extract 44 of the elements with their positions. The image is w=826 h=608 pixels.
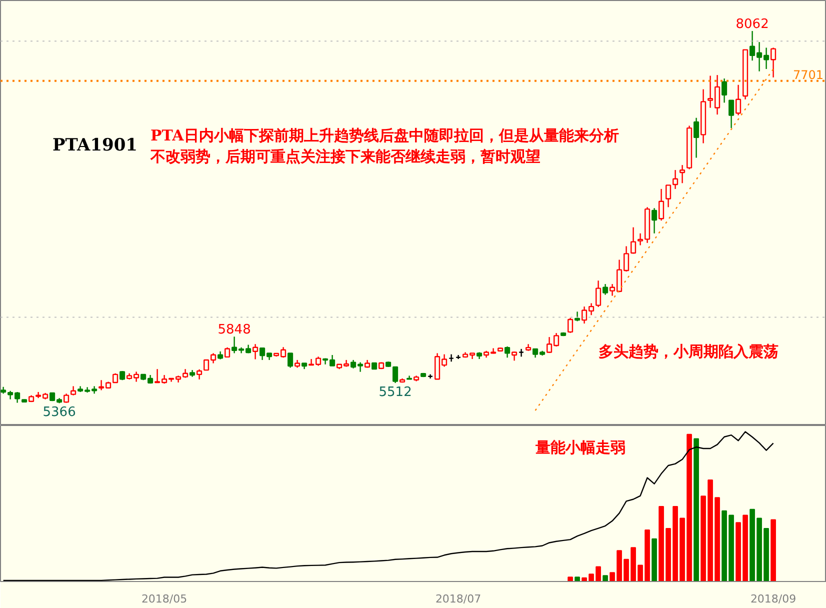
candlestick [504, 346, 510, 358]
candlestick [574, 311, 580, 322]
candlestick [728, 100, 734, 129]
x-tick-label: 2018/09 [750, 592, 796, 606]
x-tick-label: 2018/07 [435, 592, 482, 606]
annotation: 5366 [42, 405, 76, 420]
candlestick [196, 368, 202, 380]
candlestick [672, 169, 678, 190]
candlestick [666, 184, 672, 208]
candlestick [722, 78, 728, 104]
candlestick [224, 346, 230, 358]
candlestick [288, 352, 294, 368]
candlestick [112, 372, 118, 384]
annotation: 8062 [736, 17, 769, 32]
bar [652, 538, 657, 582]
annotation: 5512 [378, 385, 412, 400]
candlestick [658, 188, 664, 222]
ref-line-label: 7701 [792, 68, 824, 82]
annotation: 多头趋势，小周期陷入震荡 [598, 342, 778, 360]
bar [602, 575, 608, 582]
annotation: 量能小幅走弱 [534, 438, 626, 456]
annotation: PTA日内小幅下探前期上升趋势线后盘中随即拉回，但是从量能来分析 [150, 126, 619, 144]
candlestick [602, 283, 608, 296]
annotation: 不改弱势，后期可重点关注接下来能否继续走弱，暂时观望 [150, 148, 540, 166]
candlestick [694, 117, 700, 158]
candlestick [70, 386, 76, 396]
candlestick [568, 317, 574, 334]
annotation: 5848 [218, 322, 251, 338]
candlestick [630, 226, 636, 254]
x-tick-label: 2018/05 [141, 592, 188, 606]
bar [568, 576, 573, 582]
candlestick [512, 350, 518, 362]
candlestick [252, 343, 258, 360]
annotation: PTA1901 [52, 136, 138, 156]
candlestick [680, 164, 686, 184]
candlestick [770, 47, 776, 78]
bar [770, 519, 776, 582]
candlestick [392, 366, 398, 384]
candlestick [652, 208, 658, 234]
candlestick [596, 280, 602, 308]
bar [574, 576, 580, 582]
candlestick [736, 84, 742, 116]
candlestick [64, 393, 70, 404]
bar [694, 438, 699, 582]
